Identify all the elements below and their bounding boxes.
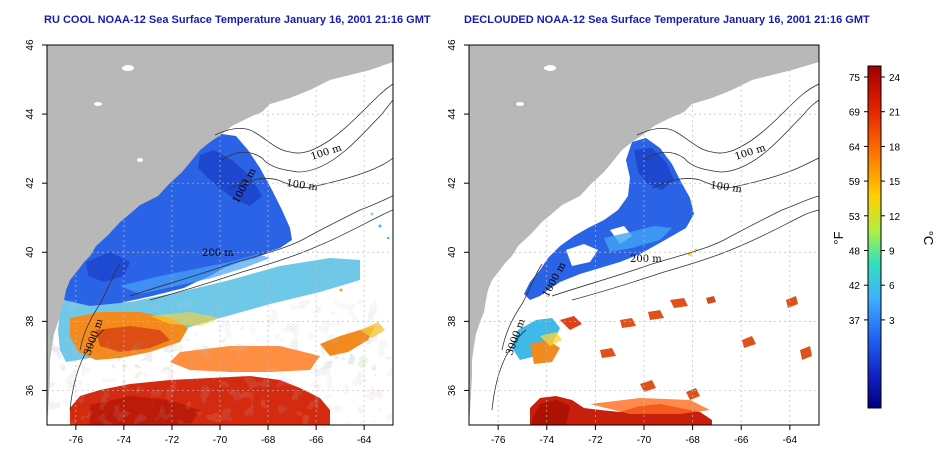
right-map-axes: -76 -74 -72 -70 -68 -66 -64 36 38 40 42 44 46 bbox=[447, 39, 797, 446]
lat-lon-grid-left bbox=[47, 45, 393, 425]
x-tick-label: -64 bbox=[357, 435, 372, 446]
contour-label-200m-right: 200 m bbox=[630, 254, 662, 265]
right-map-panel: 100 m 100 m 200 m 3000 m 1000 m -76 -74 -7… bbox=[447, 39, 820, 446]
colorbar-gradient bbox=[867, 65, 882, 409]
land-right bbox=[469, 45, 819, 425]
x-tick-label: -70 bbox=[213, 435, 228, 446]
celsius-tick-label: 24 bbox=[889, 73, 901, 84]
y-tick-label: 42 bbox=[25, 177, 36, 189]
x-tick-label: -68 bbox=[261, 435, 276, 446]
contour-label-100m-north-right: 100 m bbox=[734, 142, 768, 162]
fahrenheit-unit-label: °F bbox=[831, 231, 846, 244]
sst-gulf-stream-right bbox=[530, 396, 712, 425]
y-tick-label: 40 bbox=[447, 246, 458, 258]
y-tick-label: 46 bbox=[447, 39, 458, 51]
x-tick-label: -66 bbox=[309, 435, 324, 446]
celsius-scale: 24 21 18 15 12 9 6 3 bbox=[881, 73, 901, 327]
contour-label-200m-left: 200 m bbox=[202, 248, 234, 259]
contour-label-100m-left: 100 m bbox=[286, 178, 319, 193]
right-map-title: DECLOUDED NOAA-12 Sea Surface Temperatur… bbox=[464, 14, 870, 26]
fahrenheit-tick-label: 37 bbox=[849, 316, 861, 327]
celsius-tick-label: 3 bbox=[889, 316, 895, 327]
y-tick-label: 40 bbox=[25, 246, 36, 258]
x-tick-label: -72 bbox=[588, 435, 603, 446]
fahrenheit-tick-label: 64 bbox=[849, 142, 861, 153]
y-tick-label: 44 bbox=[447, 108, 458, 120]
y-tick-label: 36 bbox=[25, 384, 36, 396]
left-map-panel: 100 m 100 m 200 m 3000 m 1000 m -76 -74 -7… bbox=[25, 39, 394, 446]
land-left bbox=[47, 45, 393, 425]
fahrenheit-tick-label: 69 bbox=[849, 108, 861, 119]
lat-lon-grid-right bbox=[469, 45, 819, 425]
celsius-tick-label: 18 bbox=[889, 142, 901, 153]
x-tick-label: -64 bbox=[783, 435, 798, 446]
y-tick-label: 46 bbox=[25, 39, 36, 51]
celsius-tick-label: 21 bbox=[889, 108, 901, 119]
fahrenheit-tick-label: 53 bbox=[849, 212, 861, 223]
contour-label-100m-right: 100 m bbox=[710, 180, 743, 195]
contour-label-100m-north-left: 100 m bbox=[310, 142, 344, 162]
x-tick-label: -74 bbox=[117, 435, 132, 446]
fahrenheit-tick-label: 42 bbox=[849, 281, 861, 292]
x-tick-label: -70 bbox=[637, 435, 652, 446]
fahrenheit-tick-label: 48 bbox=[849, 247, 861, 258]
y-tick-label: 36 bbox=[447, 384, 458, 396]
temperature-colorbar: 75 69 64 59 53 48 42 37 24 21 18 15 12 9 6 3 °F °C bbox=[831, 65, 936, 409]
left-map-title: RU COOL NOAA-12 Sea Surface Temperature … bbox=[44, 14, 431, 26]
celsius-unit-label: °C bbox=[921, 231, 936, 246]
bathymetry-contours-right bbox=[491, 83, 819, 411]
y-tick-label: 42 bbox=[447, 177, 458, 189]
celsius-tick-label: 12 bbox=[889, 212, 901, 223]
x-tick-label: -74 bbox=[540, 435, 555, 446]
y-tick-label: 38 bbox=[25, 315, 36, 327]
fahrenheit-tick-label: 59 bbox=[849, 177, 861, 188]
left-map-axes: -76 -74 -72 -70 -68 -66 -64 36 38 40 42 44 46 bbox=[25, 39, 372, 446]
y-tick-label: 44 bbox=[25, 108, 36, 120]
x-tick-label: -76 bbox=[491, 435, 506, 446]
x-tick-label: -76 bbox=[69, 435, 84, 446]
fahrenheit-tick-label: 75 bbox=[849, 73, 861, 84]
y-tick-label: 38 bbox=[447, 315, 458, 327]
celsius-tick-label: 9 bbox=[889, 247, 895, 258]
fahrenheit-scale: 75 69 64 59 53 48 42 37 bbox=[849, 73, 868, 327]
celsius-tick-label: 15 bbox=[889, 177, 901, 188]
x-tick-label: -68 bbox=[685, 435, 700, 446]
celsius-tick-label: 6 bbox=[889, 281, 895, 292]
x-tick-label: -66 bbox=[734, 435, 749, 446]
sst-mixed-zone-right bbox=[512, 318, 560, 360]
x-tick-label: -72 bbox=[165, 435, 180, 446]
